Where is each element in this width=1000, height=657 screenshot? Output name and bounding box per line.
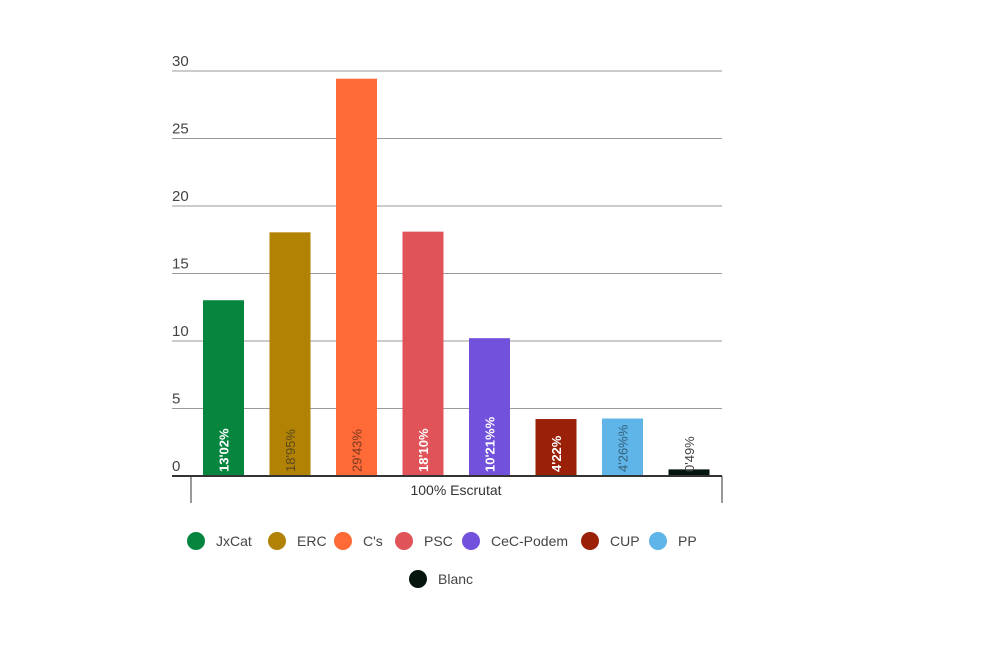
gridlines <box>172 70 722 409</box>
legend-label: JxCat <box>216 533 252 549</box>
legend-label: C's <box>363 533 383 549</box>
bars <box>203 78 710 476</box>
legend-swatch <box>649 532 667 550</box>
bar-erc <box>269 232 311 476</box>
data-label: 29'43% <box>350 429 365 472</box>
y-tick-label: 5 <box>172 391 180 408</box>
legend-item: ERC <box>268 532 327 550</box>
legend-label: CeC-Podem <box>491 533 568 549</box>
legend-label: CUP <box>610 533 640 549</box>
legend-swatch <box>268 532 286 550</box>
legend-item: PSC <box>395 532 453 550</box>
data-label: 4'22% <box>549 435 564 472</box>
bar-jxcat <box>203 300 244 476</box>
x-axis: 100% Escrutat <box>172 475 723 503</box>
legend-item: CeC-Podem <box>462 532 568 550</box>
bar-psc <box>402 231 444 476</box>
legend-label: Blanc <box>438 571 473 587</box>
legend-swatch <box>395 532 413 550</box>
y-tick-label: 0 <box>172 458 180 475</box>
y-axis-ticks: 0 5 10 15 20 25 30 <box>172 53 189 475</box>
y-tick-label: 30 <box>172 53 189 70</box>
legend-swatch <box>409 570 427 588</box>
data-label: 10'21%% <box>483 416 498 472</box>
legend-swatch <box>334 532 352 550</box>
y-tick-label: 25 <box>172 121 189 138</box>
data-label: 0'49% <box>682 436 697 472</box>
legend-item: PP <box>649 532 697 550</box>
y-tick-label: 10 <box>172 323 189 340</box>
bar-c-s <box>336 78 377 476</box>
bar-cup <box>535 419 577 476</box>
data-label: 18'95% <box>283 429 298 472</box>
legend-label: ERC <box>297 533 327 549</box>
legend-label: PP <box>678 533 697 549</box>
legend-item: CUP <box>581 532 640 550</box>
data-label: 13'02% <box>217 428 232 472</box>
y-tick-label: 15 <box>172 256 189 273</box>
legend-label: PSC <box>424 533 453 549</box>
legend-item: Blanc <box>409 570 473 588</box>
legend-swatch <box>581 532 599 550</box>
data-labels: 13'02% 18'95% 29'43% 18'10% 10'21%% 4'22% 4'26… <box>217 416 698 472</box>
legend-swatch <box>187 532 205 550</box>
data-label: 4'26%% <box>616 424 631 472</box>
y-tick-label: 20 <box>172 188 189 205</box>
x-axis-label: 100% Escrutat <box>410 482 501 498</box>
legend: JxCat ERC C's PSC CeC-Podem CUP PP Blanc <box>187 532 697 588</box>
legend-item: JxCat <box>187 532 252 550</box>
bar-pp <box>602 418 643 476</box>
bar-cec-podem <box>469 338 510 476</box>
legend-swatch <box>462 532 480 550</box>
data-label: 18'10% <box>416 428 431 472</box>
legend-item: C's <box>334 532 383 550</box>
bar-blanc <box>668 469 710 476</box>
